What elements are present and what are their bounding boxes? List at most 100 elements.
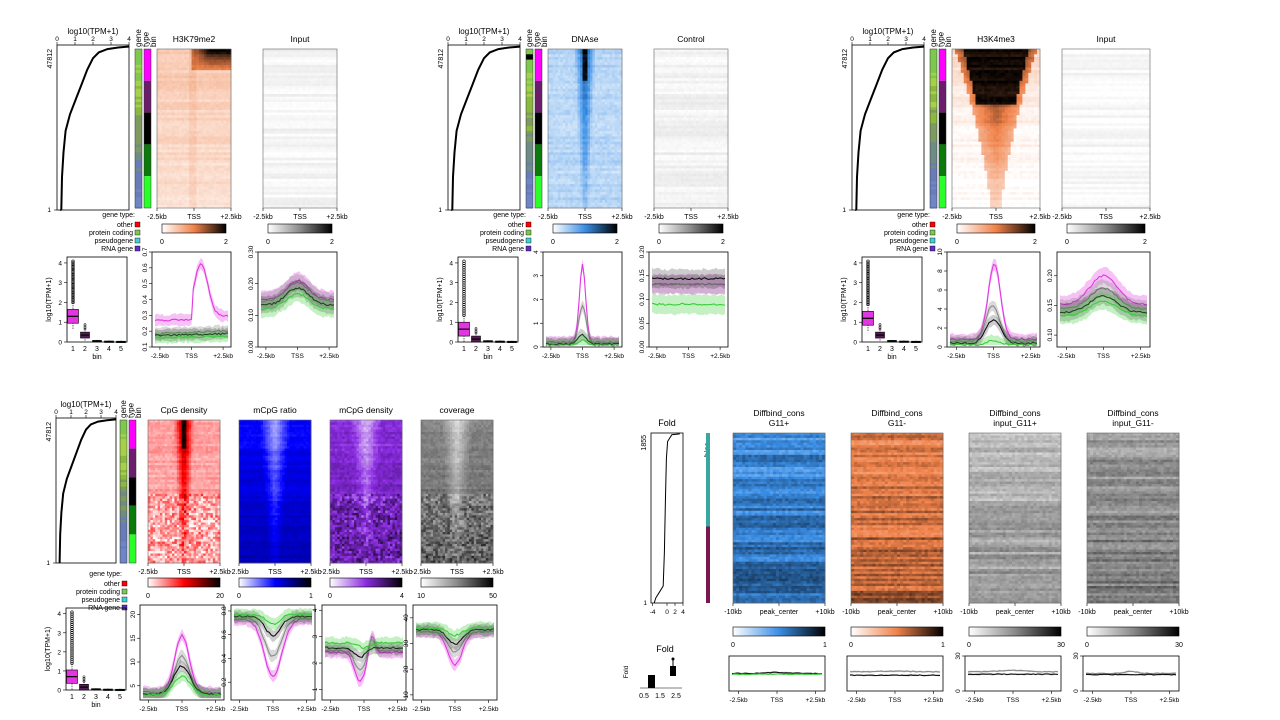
heatmap-cell <box>568 102 571 105</box>
heatmap-cell <box>224 152 227 155</box>
heatmap-cell <box>298 68 301 71</box>
heatmap-cell <box>280 171 283 174</box>
heatmap-cell <box>214 139 217 142</box>
heatmap-cell <box>187 57 190 60</box>
heatmap-cell <box>159 152 162 155</box>
heatmap-cell <box>280 86 283 89</box>
heatmap-cell <box>159 168 162 171</box>
heatmap-cell <box>330 136 333 139</box>
heatmap-cell <box>293 171 296 174</box>
heatmap-cell <box>295 60 298 63</box>
heatmap-cell <box>172 129 175 132</box>
heatmap-cell <box>288 142 291 145</box>
heatmap-cell <box>179 57 182 60</box>
heatmap-cell <box>194 94 197 97</box>
heatmap-cell <box>600 99 603 102</box>
heatmap-cell <box>169 99 172 102</box>
heatmap-cell <box>595 110 598 113</box>
heatmap-cell <box>578 89 581 92</box>
heatmap-cell <box>211 57 214 60</box>
heatmap-cell <box>172 189 175 192</box>
heatmap-cell <box>192 76 195 79</box>
heatmap-cell <box>325 139 328 142</box>
heatmap-cell <box>275 187 278 190</box>
heatmap-cell <box>573 97 576 100</box>
heatmap-cell <box>167 174 170 177</box>
heatmap-cell <box>315 163 318 166</box>
heatmap-cell <box>305 89 308 92</box>
heatmap-cell <box>177 68 180 71</box>
heatmap-cell <box>189 86 192 89</box>
heatmap-cell <box>563 73 566 76</box>
heatmap-cell <box>194 139 197 142</box>
heatmap-cell <box>265 179 268 182</box>
heatmap-cell <box>204 97 207 100</box>
heatmap-cell <box>157 184 160 187</box>
heatmap-cell <box>607 89 610 92</box>
heatmap-cell <box>310 52 313 55</box>
heatmap-x-axis: -2.5kb TSS +2.5kb <box>253 208 347 221</box>
heatmap-cell <box>325 97 328 100</box>
heatmap-cell <box>315 49 318 52</box>
heatmap-cell <box>209 68 212 71</box>
heatmap-cell <box>573 139 576 142</box>
heatmap-cell <box>206 168 209 171</box>
heatmap-cell <box>607 99 610 102</box>
heatmap-cell <box>196 142 199 145</box>
heatmap-cell <box>204 89 207 92</box>
heatmap-cell <box>270 131 273 134</box>
heatmap-cell <box>617 49 620 52</box>
heatmap-cell <box>553 113 556 116</box>
heatmap-cell <box>295 136 298 139</box>
heatmap-cell <box>164 189 167 192</box>
heatmap-cell <box>310 192 313 195</box>
heatmap-cell <box>585 65 588 68</box>
heatmap-cell <box>295 73 298 76</box>
heatmap-cell <box>320 121 323 124</box>
heatmap-cell <box>226 94 229 97</box>
heatmap-cell <box>169 166 172 169</box>
heatmap-cell <box>320 197 323 200</box>
heatmap-cell <box>332 68 335 71</box>
heatmap-cell <box>219 158 222 161</box>
heatmap-cell <box>610 86 613 89</box>
rank-curve <box>452 47 520 210</box>
heatmap-cell <box>162 113 165 116</box>
heatmap-cell <box>285 110 288 113</box>
heatmap-cell <box>580 99 583 102</box>
x-tick-label: -2.5kb <box>257 353 275 360</box>
heatmap-cell <box>597 62 600 65</box>
heatmap-cell <box>174 200 177 203</box>
heatmap-cell <box>224 73 227 76</box>
heatmap-cell <box>206 158 209 161</box>
heatmap-cell <box>312 97 315 100</box>
heatmap-cell <box>320 76 323 79</box>
heatmap-cell <box>177 197 180 200</box>
heatmap-cell <box>157 192 160 195</box>
heatmap-cell <box>570 83 573 86</box>
heatmap-cell <box>204 107 207 110</box>
heatmap-cell <box>285 155 288 158</box>
heatmap-cell <box>327 187 330 190</box>
heatmap-cell <box>224 136 227 139</box>
heatmap-cell <box>206 113 209 116</box>
heatmap-cell <box>548 134 551 137</box>
heatmap-cell <box>204 166 207 169</box>
heatmap-cell <box>615 91 618 94</box>
heatmap-cell <box>298 158 301 161</box>
legend-swatch <box>135 246 140 251</box>
heatmap-cell <box>209 129 212 132</box>
heatmap-cell <box>283 102 286 105</box>
heatmap-cell <box>199 115 202 118</box>
heatmap-cell <box>565 110 568 113</box>
heatmap-cell <box>605 123 608 126</box>
heatmap-cell <box>280 97 283 100</box>
heatmap-cell <box>575 73 578 76</box>
heatmap-cell <box>585 57 588 60</box>
heatmap-cell <box>194 195 197 198</box>
heatmap-cell <box>302 203 305 206</box>
heatmap-cell <box>317 54 320 57</box>
heatmap-cell <box>177 105 180 108</box>
heatmap-cell <box>302 176 305 179</box>
heatmap-cell <box>214 70 217 73</box>
